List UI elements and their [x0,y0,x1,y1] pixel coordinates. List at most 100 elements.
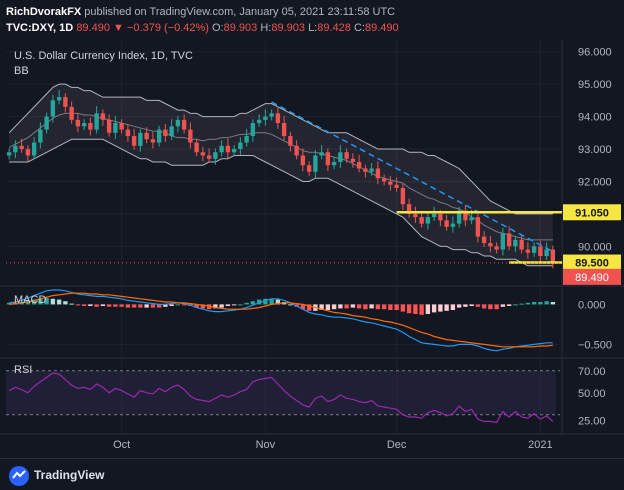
candle-body[interactable] [19,145,24,150]
candle-body[interactable] [300,155,306,166]
candle-body[interactable] [525,249,531,253]
candle-body[interactable] [431,213,437,218]
candle-body[interactable] [163,129,168,137]
candle-body[interactable] [338,152,343,162]
candle-body[interactable] [319,152,324,156]
candle-body[interactable] [394,184,399,188]
candle-body[interactable] [400,187,406,205]
candle-body[interactable] [406,204,412,214]
candle-body[interactable] [181,119,187,130]
author-name[interactable]: RichDvorakFX [6,6,82,18]
price-axis[interactable]: 96.00095.00094.00093.00092.00091.00090.0… [563,47,621,428]
candle-body[interactable] [363,168,368,172]
candle-body[interactable] [488,243,493,247]
candle-body[interactable] [288,136,293,146]
candle-body[interactable] [450,223,456,227]
candle-body[interactable] [188,129,193,143]
candle-body[interactable] [356,162,362,169]
candle-body[interactable] [506,233,512,247]
downtrend-line[interactable] [271,101,556,254]
candle-body[interactable] [81,123,87,127]
candle-body[interactable] [56,97,62,101]
candle-body[interactable] [131,136,137,146]
candle-body[interactable] [388,181,393,185]
candle-body[interactable] [275,113,281,124]
candle-body[interactable] [469,217,474,221]
candle-body[interactable] [475,217,481,237]
candle-body[interactable] [175,119,181,127]
candle-body[interactable] [263,116,268,120]
candle-body[interactable] [106,119,112,133]
candle-body[interactable] [231,149,237,153]
candle-body[interactable] [63,97,68,107]
candle-body[interactable] [69,106,74,120]
candle-body[interactable] [463,210,468,221]
macd-line[interactable] [9,289,553,352]
candle-body[interactable] [50,100,56,117]
candle-body[interactable] [219,145,224,153]
candle-body[interactable] [13,145,18,153]
candle-body[interactable] [481,236,487,244]
time-axis[interactable]: Oct Nov Dec 2021 [113,439,553,451]
candle-body[interactable] [150,139,156,143]
chart-area[interactable]: 96.00095.00094.00093.00092.00091.00090.0… [0,40,624,458]
candle-body[interactable] [331,162,337,166]
candle-body[interactable] [438,213,443,221]
candle-body[interactable] [381,178,387,182]
candle-body[interactable] [306,165,312,172]
candle-body[interactable] [200,152,206,156]
candle-body[interactable] [250,123,256,137]
candle-body[interactable] [138,132,143,146]
macd-pane[interactable] [6,289,560,352]
candle-body[interactable] [75,119,81,127]
candle-body[interactable] [256,119,262,124]
candle-body[interactable] [419,217,424,224]
candle-body[interactable] [375,168,381,179]
candle-body[interactable] [325,152,331,166]
candle-body[interactable] [313,155,318,172]
candle-body[interactable] [94,113,99,130]
candle-body[interactable] [44,116,49,130]
candle-body[interactable] [225,145,231,153]
candle-body[interactable] [206,155,212,159]
candle-body[interactable] [88,123,93,130]
candle-body[interactable] [269,113,274,117]
candle-body[interactable] [156,129,162,143]
rsi-pane[interactable] [6,370,560,424]
candle-body[interactable] [244,136,249,143]
candle-body[interactable] [494,246,499,250]
candle-body[interactable] [369,168,374,172]
candle-body[interactable] [425,217,431,224]
candle-body[interactable] [100,113,106,120]
candle-body[interactable] [281,123,287,137]
candle-body[interactable] [113,123,118,133]
candle-body[interactable] [550,249,556,263]
candle-body[interactable] [500,233,506,250]
symbol-label[interactable]: TVC:DXY, 1D [6,22,74,34]
candle-body[interactable] [531,246,537,253]
candle-body[interactable] [213,152,218,159]
signal-line[interactable] [9,292,553,348]
candle-body[interactable] [294,145,299,156]
candle-body[interactable] [38,129,43,143]
candle-body[interactable] [119,123,124,130]
rsi-line[interactable] [8,372,554,424]
candle-body[interactable] [31,142,37,156]
candle-body[interactable] [25,149,31,156]
candle-body[interactable] [344,152,349,159]
candle-body[interactable] [519,239,524,250]
candle-body[interactable] [544,249,549,257]
tradingview-brand[interactable]: TradingView [34,468,105,482]
candle-body[interactable] [513,239,518,247]
candle-body[interactable] [144,132,149,140]
candle-body[interactable] [125,129,131,137]
candle-body[interactable] [350,158,356,162]
candle-body[interactable] [169,126,174,137]
candle-body[interactable] [194,142,199,153]
candles[interactable] [6,90,556,269]
tradingview-logo-icon[interactable] [8,465,30,487]
candle-body[interactable] [456,210,462,224]
candle-body[interactable] [538,246,543,257]
candle-body[interactable] [444,220,449,227]
candle-body[interactable] [6,152,12,156]
